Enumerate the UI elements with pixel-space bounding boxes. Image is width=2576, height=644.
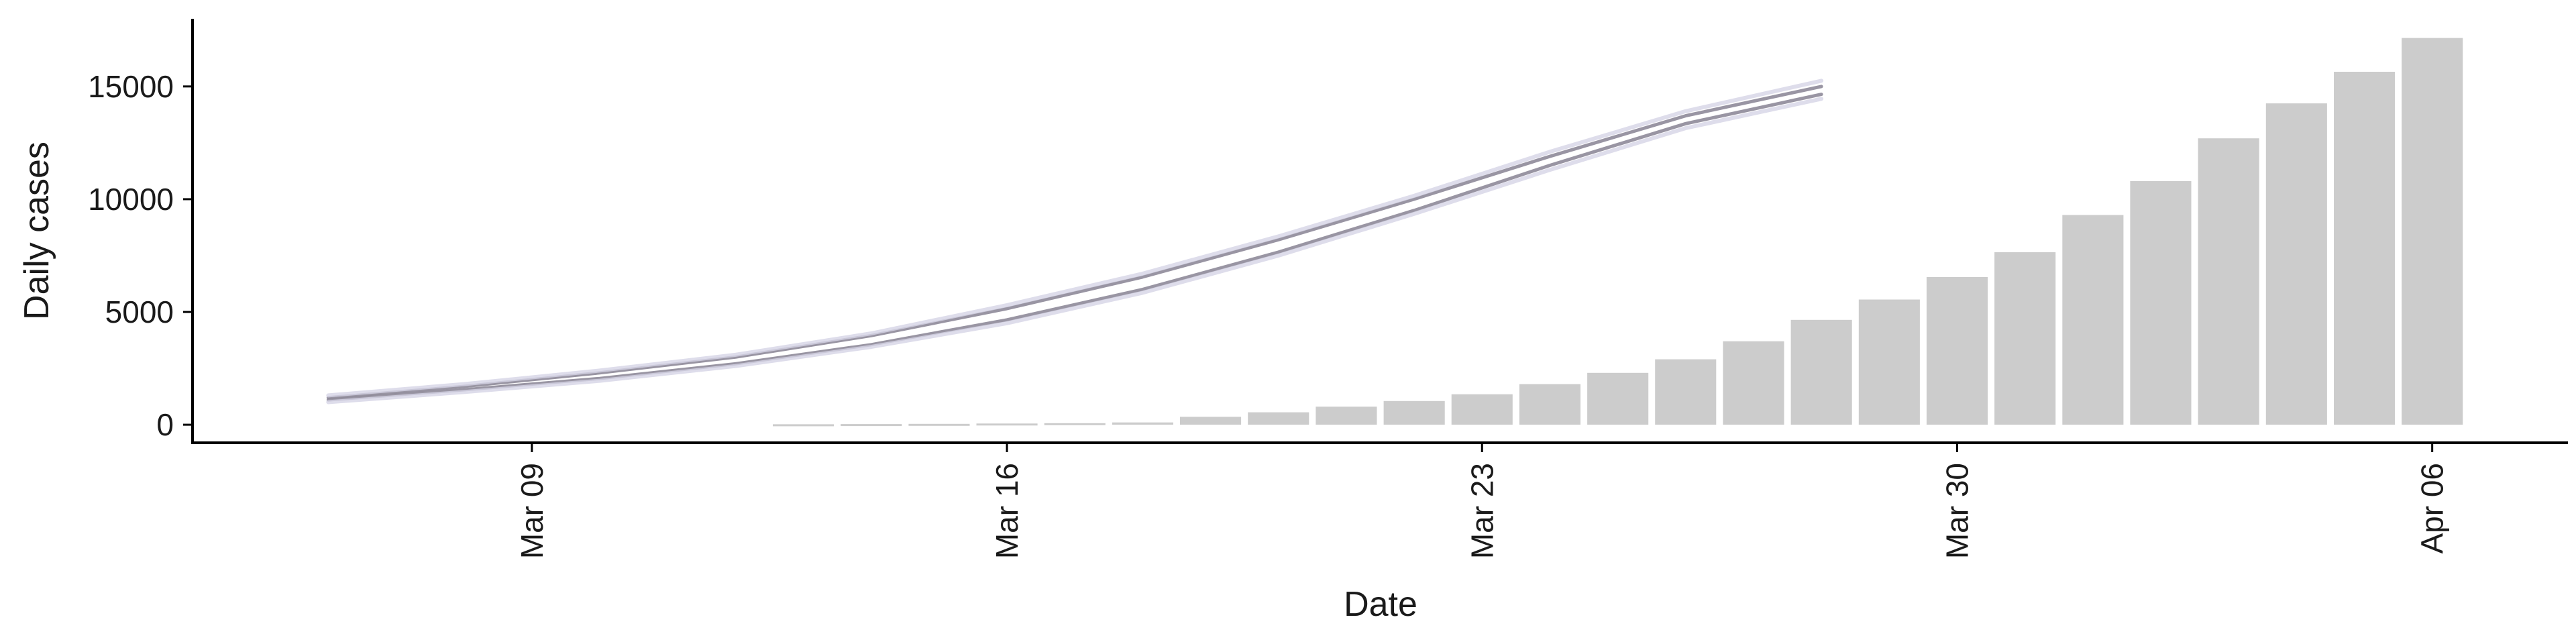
x-ticks: Mar 09 Mar 16 Mar 23 Mar 30 Apr 06 <box>515 443 2450 559</box>
x-tick-label: Apr 06 <box>2415 463 2450 554</box>
bar <box>1451 394 1513 425</box>
bar <box>2062 215 2124 425</box>
series-line <box>326 85 1823 400</box>
bar <box>2198 138 2259 425</box>
bar <box>2402 38 2463 425</box>
bar-layer <box>773 38 2463 427</box>
y-ticks: 0 5000 10000 15000 <box>88 69 193 442</box>
bar <box>1994 252 2056 425</box>
bar <box>1858 299 1920 425</box>
x-tick-label: Mar 09 <box>515 463 549 559</box>
bar <box>908 423 970 426</box>
bar <box>1248 412 1309 425</box>
bar <box>773 424 835 427</box>
bar <box>1044 423 1106 425</box>
x-axis-title: Date <box>1344 585 1417 624</box>
bar <box>1790 319 1852 425</box>
y-tick-label: 15000 <box>88 69 174 104</box>
bar <box>1316 407 1377 425</box>
bar <box>2265 103 2327 425</box>
bar <box>1655 359 1717 425</box>
bar <box>976 423 1038 426</box>
line-layer <box>326 78 1824 405</box>
bar <box>1112 422 1173 425</box>
x-tick-label: Mar 23 <box>1464 463 1499 559</box>
y-tick-label: 5000 <box>105 294 174 329</box>
axes <box>191 19 2568 444</box>
y-tick-label: 10000 <box>88 182 174 217</box>
y-tick-label: 0 <box>156 407 174 442</box>
y-axis-title: Daily cases <box>17 142 56 320</box>
bar <box>1383 400 1445 425</box>
bar <box>841 424 902 427</box>
x-tick-label: Mar 16 <box>989 463 1024 559</box>
series-line <box>326 97 1824 405</box>
bar <box>1180 417 1242 425</box>
x-tick-label: Mar 30 <box>1939 463 1974 559</box>
bar <box>1723 341 1784 425</box>
bar <box>1519 384 1580 425</box>
series-line <box>326 93 1823 402</box>
series-line <box>326 78 1824 398</box>
bar <box>1926 276 1988 425</box>
bar <box>1587 372 1649 425</box>
bar <box>2130 181 2192 425</box>
bar <box>2334 72 2396 425</box>
